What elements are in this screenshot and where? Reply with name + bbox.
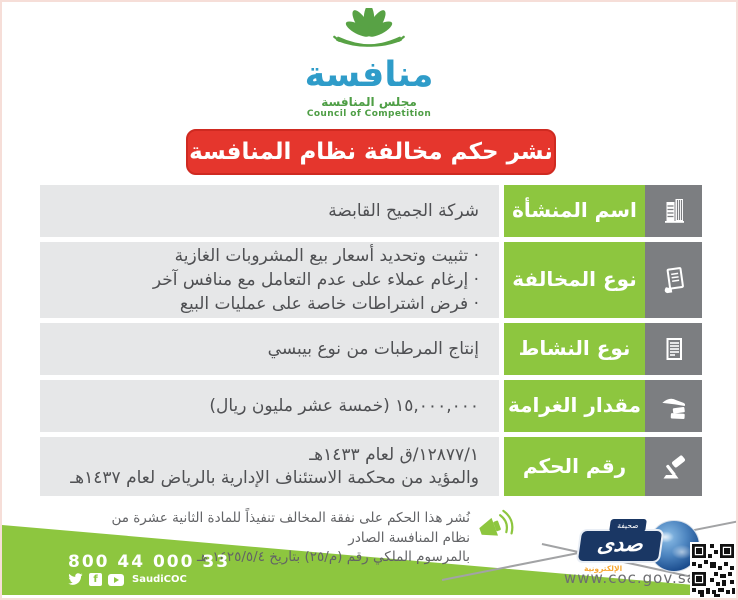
row-label: مقدار الغرامة — [504, 380, 645, 432]
sada-newspaper-logo: صدى صحيفة الإلكترونية — [575, 518, 700, 576]
row-icon-cell — [645, 380, 702, 432]
sada-logo-top-label: صحيفة — [609, 519, 647, 532]
sada-logo-bottom-label: الإلكترونية — [584, 564, 623, 573]
facebook-icon: f — [89, 573, 102, 586]
table-row-activity-type: نوع النشاط إنتاج المرطبات من نوع بيبسي — [40, 323, 702, 375]
activity-type-value: إنتاج المرطبات من نوع بيبسي — [267, 339, 479, 359]
youtube-icon — [108, 573, 124, 586]
row-label: اسم المنشأة — [504, 185, 645, 237]
row-icon-cell — [645, 323, 702, 375]
table-row-judgment-number: رقم الحكم ١٢٨٧٧/١/ق لعام ١٤٣٣هـ والمؤيد … — [40, 437, 702, 496]
social-handle: SaudiCOC — [132, 574, 187, 585]
judgment-number-value: ١٢٨٧٧/١/ق لعام ١٤٣٣هـ — [309, 444, 479, 465]
phone-number: 800 44 000 33 — [68, 552, 231, 572]
banner-title-text: نشر حكم مخالفة نظام المنافسة — [189, 139, 553, 165]
row-value: ١٥,٠٠٠,٠٠٠ (خمسة عشر مليون ريال) — [40, 380, 499, 432]
row-icon-cell — [645, 242, 702, 318]
row-icon-cell — [645, 437, 702, 496]
row-label-text: اسم المنشأة — [512, 198, 637, 222]
row-label-text: مقدار الغرامة — [507, 393, 642, 417]
table-row-fine-amount: مقدار الغرامة ١٥,٠٠٠,٠٠٠ (خمسة عشر مليون… — [40, 380, 702, 432]
twitter-icon — [68, 573, 83, 586]
palm-and-swords-emblem — [333, 8, 405, 47]
council-name-en: Council of Competition — [306, 108, 432, 119]
row-value: · تثبيت وتحديد أسعار بيع المشروبات الغاز… — [40, 242, 499, 318]
violation-receipt-icon — [664, 267, 684, 294]
megaphone-icon — [479, 509, 514, 536]
violation-item: · إرغام عملاء على عدم التعامل مع منافس آ… — [152, 270, 479, 290]
qr-code — [690, 542, 736, 598]
table-row-violation-type: نوع المخالفة · تثبيت وتحديد أسعار بيع ال… — [40, 242, 702, 318]
newspaper-icon — [666, 338, 682, 360]
judgment-table: اسم المنشأة شركة الجميح القابضة — [40, 185, 702, 496]
coc-logo: منافسة مجلس المنافسة Council of Competit… — [2, 8, 736, 119]
row-value: ١٢٨٧٧/١/ق لعام ١٤٣٣هـ والمؤيد من محكمة ا… — [40, 437, 499, 496]
row-value: إنتاج المرطبات من نوع بيبسي — [40, 323, 499, 375]
row-label: نوع المخالفة — [504, 242, 645, 318]
row-label: رقم الحكم — [504, 437, 645, 496]
brand-name: منافسة — [304, 55, 434, 95]
row-label-text: نوع النشاط — [518, 336, 631, 360]
disclaimer-line-1: نُشر هذا الحكم على نفقة المخالف تنفيذاً … — [111, 510, 470, 546]
row-label-text: رقم الحكم — [522, 453, 627, 478]
row-value: شركة الجميح القابضة — [40, 185, 499, 237]
fine-amount-value: ١٥,٠٠٠,٠٠٠ (خمسة عشر مليون ريال) — [209, 396, 479, 416]
violation-item: · فرض اشتراطات خاصة على عمليات البيع — [179, 294, 479, 314]
sada-logo-plate: صدى — [575, 529, 665, 563]
table-row-establishment-name: اسم المنشأة شركة الجميح القابضة — [40, 185, 702, 237]
sada-logo-name: صدى — [595, 532, 645, 556]
banner-title: نشر حكم مخالفة نظام المنافسة — [186, 129, 556, 175]
building-icon — [664, 199, 684, 223]
publication-disclaimer: نُشر هذا الحكم على نفقة المخالف تنفيذاً … — [90, 509, 470, 568]
row-label-text: نوع المخالفة — [512, 267, 637, 291]
judgment-appeal-value: والمؤيد من محكمة الاستئناف الإدارية بالر… — [70, 467, 479, 488]
row-label: نوع النشاط — [504, 323, 645, 375]
violation-item: · تثبيت وتحديد أسعار بيع المشروبات الغاز… — [174, 246, 479, 266]
money-hand-icon — [661, 398, 685, 420]
website-url: www.coc.gov.sa — [564, 569, 697, 587]
council-name-ar: مجلس المنافسة — [321, 94, 417, 109]
social-media-row: f SaudiCOC — [68, 573, 187, 586]
gavel-icon — [663, 455, 685, 478]
row-icon-cell — [645, 185, 702, 237]
establishment-name-value: شركة الجميح القابضة — [328, 201, 479, 221]
disclaimer-line-2: بالمرسوم الملكي رقم (م/٢٥) بتاريخ ١٤٢٥/٥… — [196, 549, 470, 565]
